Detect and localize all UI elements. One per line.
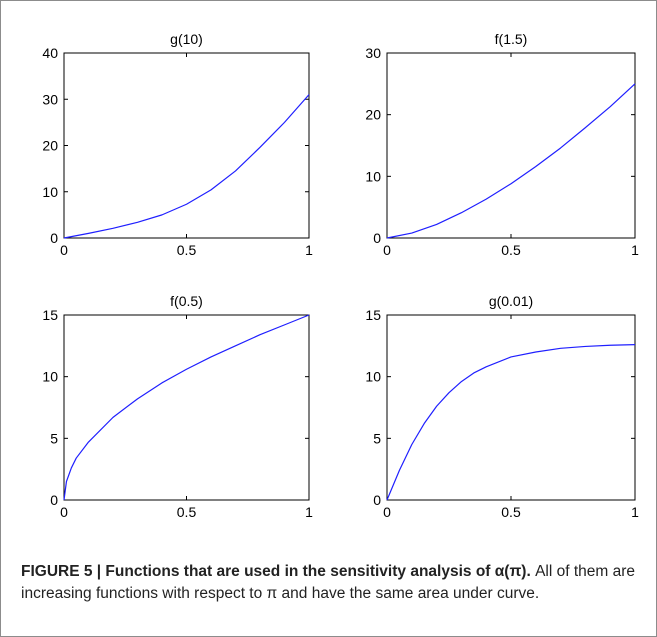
x-tick-label: 0 bbox=[60, 242, 68, 258]
x-tick-label: 0 bbox=[383, 504, 391, 520]
axes-box bbox=[386, 314, 636, 501]
y-tick-label: 20 bbox=[365, 107, 381, 123]
subplot-title: g(0.01) bbox=[489, 293, 533, 309]
y-tick-label: 0 bbox=[373, 230, 381, 246]
y-tick-label: 20 bbox=[42, 138, 58, 154]
x-tick-label: 0 bbox=[60, 504, 68, 520]
subplot-title: g(10) bbox=[170, 31, 203, 47]
y-tick-label: 5 bbox=[373, 430, 381, 446]
subplot-title: f(0.5) bbox=[170, 293, 203, 309]
y-tick-label: 0 bbox=[373, 492, 381, 508]
y-tick-label: 10 bbox=[365, 168, 381, 184]
x-tick-label: 1 bbox=[631, 242, 639, 258]
axes-box bbox=[63, 52, 310, 239]
series-line bbox=[386, 344, 636, 501]
series-line bbox=[63, 314, 310, 501]
x-tick-label: 0.5 bbox=[177, 242, 197, 258]
x-tick-label: 1 bbox=[631, 504, 639, 520]
y-tick-label: 0 bbox=[50, 492, 58, 508]
y-tick-label: 5 bbox=[50, 430, 58, 446]
y-tick-label: 0 bbox=[50, 230, 58, 246]
y-tick-label: 30 bbox=[42, 91, 58, 107]
x-tick-label: 0 bbox=[383, 242, 391, 258]
y-tick-label: 10 bbox=[365, 369, 381, 385]
axes-box bbox=[386, 52, 636, 239]
series-line bbox=[386, 83, 636, 239]
x-tick-label: 1 bbox=[305, 504, 313, 520]
caption-title: FIGURE 5 | Functions that are used in th… bbox=[21, 563, 531, 580]
axes-box bbox=[63, 314, 310, 501]
y-tick-label: 30 bbox=[365, 45, 381, 61]
caption-body: All of them are increasing functions wit… bbox=[21, 563, 636, 602]
x-tick-label: 0.5 bbox=[501, 242, 521, 258]
y-tick-label: 10 bbox=[42, 369, 58, 385]
y-tick-label: 15 bbox=[365, 307, 381, 323]
x-tick-label: 0.5 bbox=[501, 504, 521, 520]
y-tick-label: 40 bbox=[42, 45, 58, 61]
y-tick-label: 15 bbox=[42, 307, 58, 323]
subplot-title: f(1.5) bbox=[495, 31, 528, 47]
y-tick-label: 10 bbox=[42, 184, 58, 200]
x-tick-label: 1 bbox=[305, 242, 313, 258]
figure-caption: FIGURE 5 | Functions that are used in th… bbox=[21, 561, 641, 605]
series-line bbox=[63, 94, 310, 239]
x-tick-label: 0.5 bbox=[177, 504, 197, 520]
